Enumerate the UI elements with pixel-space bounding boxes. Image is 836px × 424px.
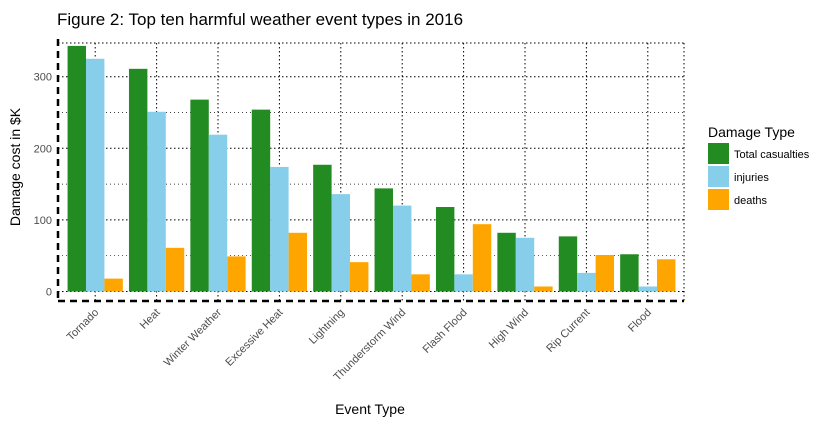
legend: Damage Type Total casualties injuries dea… [708, 124, 810, 210]
bar [454, 274, 473, 292]
x-tick-label: Lightning [307, 307, 347, 347]
y-axis: 0 100 200 300 [34, 39, 60, 301]
legend-title: Damage Type [708, 124, 795, 140]
bar [435, 207, 455, 292]
bar [497, 232, 516, 292]
y-tick-label: 0 [46, 287, 52, 299]
bar [251, 109, 271, 292]
legend-key [708, 189, 729, 210]
legend-label: Total casualties [734, 149, 810, 161]
bar [165, 247, 185, 292]
y-tick-label: 100 [34, 215, 52, 227]
bar [472, 224, 492, 292]
bar [392, 205, 412, 292]
x-tick-label: Tornado [65, 307, 102, 344]
legend-key [708, 166, 729, 187]
bar [638, 286, 658, 292]
bar [577, 272, 596, 292]
x-tick-label: Heat [138, 307, 163, 332]
x-axis: Tornado Heat Winter Weather Excessive Heat L… [58, 299, 684, 383]
x-tick-label: High Wind [487, 307, 531, 351]
legend-label: deaths [734, 195, 768, 207]
y-axis-title: Damage cost in $K [7, 107, 23, 226]
bar [227, 256, 246, 292]
bar [620, 254, 639, 292]
x-tick-label: Excessive Heat [223, 307, 285, 369]
y-tick-label: 200 [34, 143, 52, 155]
x-tick-label: Winter Weather [162, 306, 225, 369]
bar [534, 286, 553, 292]
bar [190, 99, 209, 292]
bar [657, 259, 676, 292]
bar [85, 58, 105, 292]
bar [515, 237, 535, 292]
bar [411, 274, 430, 292]
legend-key [708, 143, 729, 164]
bar [128, 68, 148, 292]
bar [104, 278, 123, 292]
bar [331, 194, 351, 292]
bar [208, 134, 228, 292]
bar [288, 232, 308, 292]
bar [595, 254, 615, 292]
x-tick-label: Rip Current [544, 307, 592, 355]
bars [67, 45, 676, 292]
bar [270, 166, 289, 292]
bar [147, 111, 166, 292]
legend-label: injuries [734, 172, 769, 184]
bar [350, 262, 369, 292]
x-tick-label: Flood [626, 307, 654, 335]
x-axis-title: Event Type [335, 401, 405, 417]
chart-title: Figure 2: Top ten harmful weather event … [57, 10, 463, 29]
bar [374, 188, 393, 292]
bar [558, 236, 578, 292]
bar [67, 45, 86, 292]
x-tick-label: Flash Flood [421, 307, 470, 356]
y-tick-label: 300 [34, 72, 52, 84]
bar [313, 164, 332, 292]
